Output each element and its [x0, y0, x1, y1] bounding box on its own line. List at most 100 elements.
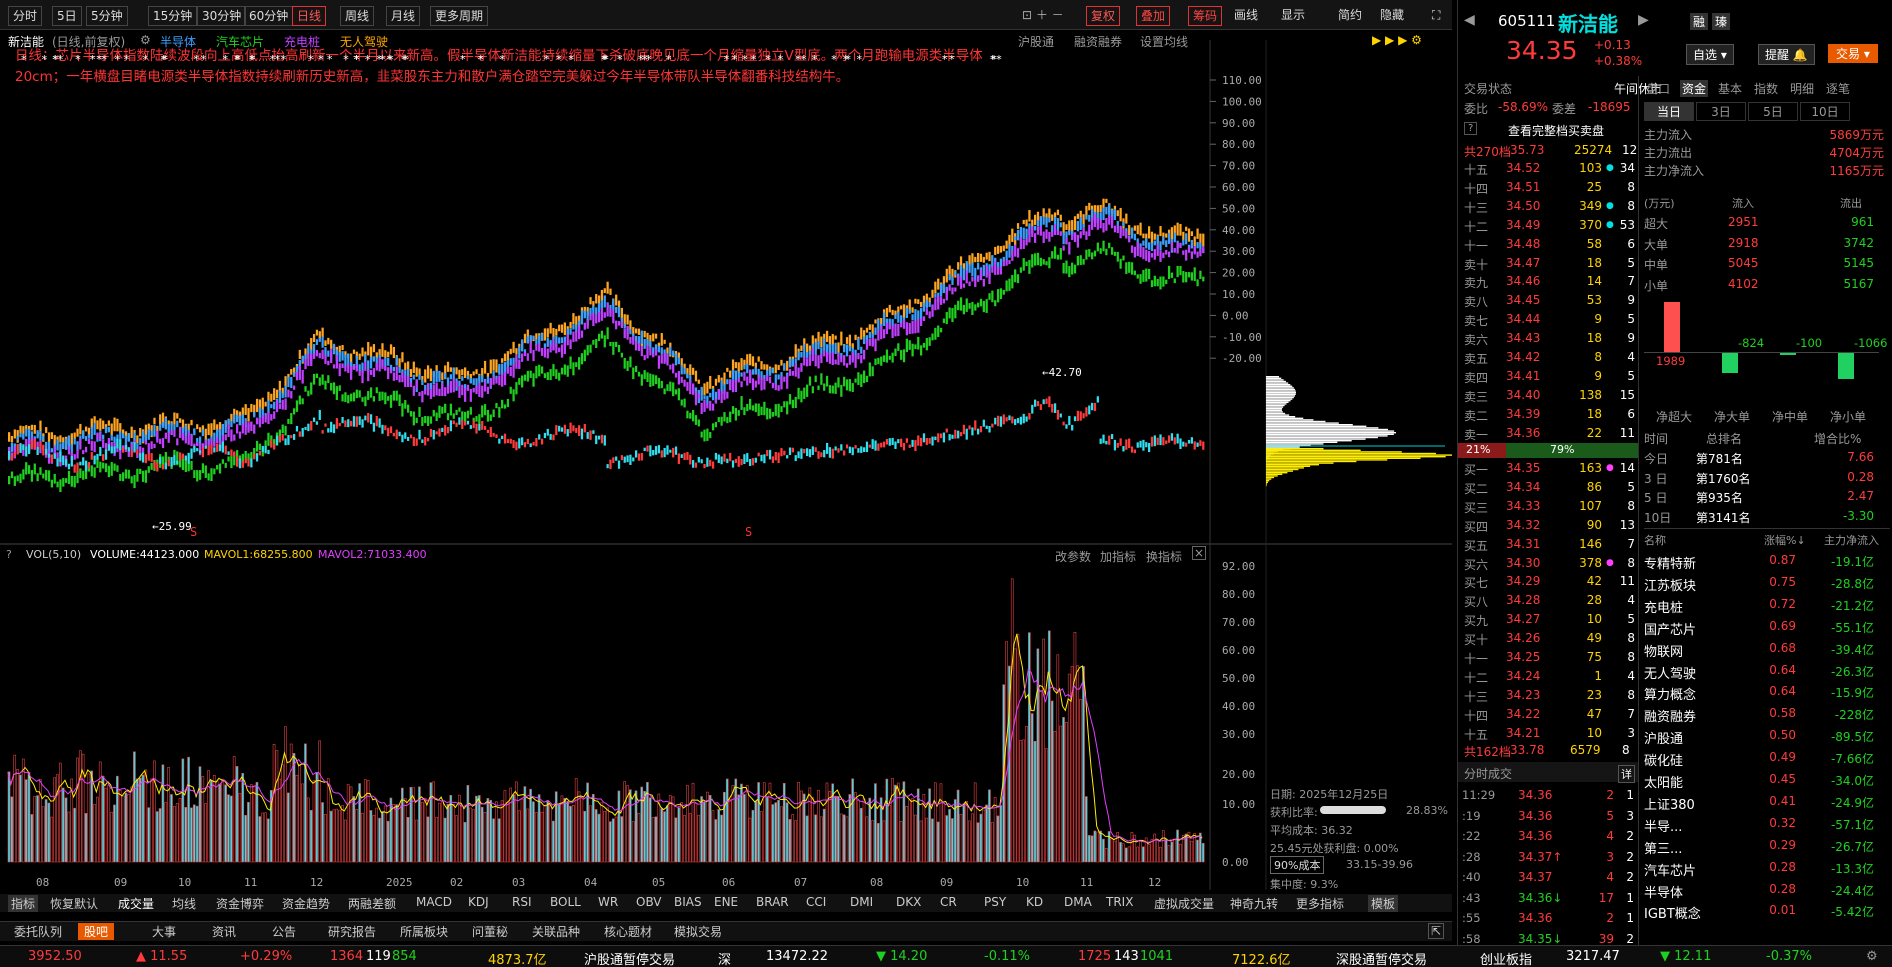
sector-name[interactable]: 半导...	[1644, 819, 1683, 835]
period-minute-button[interactable]: 分时	[8, 6, 43, 26]
trade-button[interactable]: 交易 ▾	[1828, 44, 1878, 63]
chip-range-select[interactable]: 90%成本	[1270, 856, 1325, 874]
tag-margin[interactable]: 融资融券	[1074, 35, 1123, 49]
sector-name[interactable]: 碳化硅	[1644, 754, 1684, 770]
full-book-button[interactable]: 查看完整档买卖盘	[1508, 124, 1605, 138]
sector-head[interactable]: 主力净流入	[1824, 534, 1879, 547]
sector-name[interactable]: 汽车芯片	[1644, 863, 1697, 879]
settings-icon[interactable]: ⚙	[140, 33, 151, 47]
sector-name[interactable]: 专精特新	[1644, 557, 1697, 572]
indicator-tab[interactable]: BRAR	[756, 895, 789, 909]
indicator-tab[interactable]: 指标	[8, 895, 39, 912]
sector-name[interactable]: IGBT概念	[1644, 907, 1701, 923]
sector-name[interactable]: 融资融券	[1644, 710, 1697, 726]
info-tab[interactable]: 模拟交易	[674, 925, 723, 939]
sector-name[interactable]: 太阳能	[1644, 776, 1684, 791]
indicator-tab[interactable]: 均线	[172, 897, 197, 911]
indicator-tab[interactable]: 模板	[1368, 895, 1399, 912]
indicator-tab[interactable]: OBV	[636, 895, 662, 909]
fullscreen-icon[interactable]: ⛶	[1432, 8, 1441, 22]
sector-name[interactable]: 物联网	[1644, 644, 1684, 660]
display-button[interactable]: 显示	[1281, 8, 1306, 22]
indicator-tab[interactable]: PSY	[984, 895, 1007, 909]
indicator-tab[interactable]: 虚拟成交量	[1154, 897, 1215, 911]
indicator-tab[interactable]: 两融差额	[348, 897, 397, 911]
sector-name[interactable]: 算力概念	[1644, 688, 1697, 704]
indicator-tab[interactable]: RSI	[512, 895, 532, 909]
indicator-tab[interactable]: 资金博弈	[216, 897, 265, 911]
next-stock-icon[interactable]: ▶	[1638, 12, 1649, 28]
sector-head[interactable]: 名称	[1644, 534, 1666, 547]
adjust-button[interactable]: 复权	[1086, 6, 1121, 26]
sector-head[interactable]: 涨幅%↓	[1764, 534, 1806, 547]
indicator-tab[interactable]: 神奇九转	[1230, 897, 1279, 911]
indicator-tab[interactable]: BIAS	[674, 895, 702, 909]
indicator-tab[interactable]: KD	[1026, 895, 1044, 909]
vol-switch-button[interactable]: 换指标	[1146, 550, 1183, 564]
period-monthly-button[interactable]: 月线	[386, 6, 421, 26]
period-tab[interactable]: 5日	[1748, 102, 1798, 121]
chips-button[interactable]: 筹码	[1188, 6, 1223, 26]
period-tab[interactable]: 当日	[1644, 102, 1694, 121]
indicator-tab[interactable]: DMA	[1064, 895, 1092, 909]
indicator-tab[interactable]: ENE	[714, 895, 739, 909]
simple-button[interactable]: 简约	[1338, 8, 1363, 22]
kline-chart[interactable]: 110.00100.0090.0080.0070.0060.0050.0040.…	[0, 0, 1452, 920]
watchlist-button[interactable]: 自选 ▾	[1686, 44, 1734, 65]
fund-tab[interactable]: 基本	[1718, 82, 1743, 96]
alert-button[interactable]: 提醒 🔔	[1758, 44, 1815, 65]
sector-name[interactable]: 江苏板块	[1644, 578, 1697, 594]
vol-close-icon[interactable]: ×	[1192, 546, 1206, 560]
info-tab[interactable]: 关联品种	[532, 925, 581, 939]
prev-stock-icon[interactable]: ◀	[1464, 12, 1475, 28]
indicator-tab[interactable]: 恢复默认	[50, 897, 99, 911]
sector-name[interactable]: 无人驾驶	[1644, 666, 1697, 682]
period-weekly-button[interactable]: 周线	[340, 6, 375, 26]
fund-tab[interactable]: 盘口	[1646, 82, 1671, 96]
fund-tab[interactable]: 逐笔	[1826, 82, 1851, 96]
fund-tab[interactable]: 明细	[1790, 82, 1815, 96]
window-tools[interactable]: ⊡ ＋ －	[1022, 8, 1064, 22]
indicator-tab[interactable]: 更多指标	[1296, 897, 1345, 911]
tick-detail-button[interactable]: 详	[1618, 765, 1635, 783]
indicator-tab[interactable]: CCI	[806, 895, 827, 909]
period-60min-button[interactable]: 60分钟	[244, 6, 294, 26]
period-5day-button[interactable]: 5日	[52, 6, 82, 26]
indicator-tab[interactable]: DMI	[850, 895, 874, 909]
sector-name[interactable]: 半导体	[1644, 885, 1684, 901]
period-tab[interactable]: 10日	[1800, 102, 1850, 121]
chart-nav-icons[interactable]: ▶ ▶ ▶ ⚙	[1372, 33, 1422, 47]
sector-name[interactable]: 第三...	[1644, 841, 1683, 857]
indicator-tab[interactable]: CR	[940, 895, 957, 909]
vol-add-button[interactable]: 加指标	[1100, 550, 1137, 564]
overlay-autodrive[interactable]: 无人驾驶	[340, 35, 389, 49]
help-icon[interactable]: ?	[1464, 122, 1478, 135]
indicator-tab[interactable]: 成交量	[118, 897, 155, 911]
info-tab[interactable]: 核心题材	[604, 925, 653, 939]
info-tab[interactable]: 所属板块	[400, 925, 449, 939]
overlay-semiconductor[interactable]: 半导体	[160, 35, 197, 49]
indicator-tab[interactable]: MACD	[416, 895, 452, 909]
tag-hgt[interactable]: 沪股通	[1018, 35, 1055, 49]
info-tab[interactable]: 研究报告	[328, 925, 377, 939]
hide-button[interactable]: 隐藏	[1380, 8, 1405, 22]
sector-name[interactable]: 上证380	[1644, 797, 1695, 813]
vol-param-button[interactable]: 改参数	[1055, 550, 1092, 564]
indicator-tab[interactable]: TRIX	[1106, 895, 1134, 909]
info-tab[interactable]: 委托队列	[14, 925, 63, 939]
period-daily-button[interactable]: 日线	[292, 6, 327, 26]
info-tab[interactable]: 大事	[152, 925, 177, 939]
period-30min-button[interactable]: 30分钟	[197, 6, 247, 26]
sector-name[interactable]: 沪股通	[1644, 732, 1684, 748]
ma-settings[interactable]: 设置均线	[1140, 35, 1189, 49]
period-15min-button[interactable]: 15分钟	[148, 6, 198, 26]
overlay-charging[interactable]: 充电桩	[284, 35, 321, 49]
info-tab[interactable]: 股吧	[78, 923, 115, 940]
indicator-tab[interactable]: 资金趋势	[282, 897, 331, 911]
draw-line-button[interactable]: 画线	[1234, 8, 1259, 22]
overlay-button[interactable]: 叠加	[1136, 6, 1171, 26]
expand-icon[interactable]: ⇱	[1428, 923, 1444, 939]
indicator-tab[interactable]: DKX	[896, 895, 922, 909]
sector-name[interactable]: 国产芯片	[1644, 622, 1697, 638]
sector-name[interactable]: 充电桩	[1644, 600, 1684, 616]
